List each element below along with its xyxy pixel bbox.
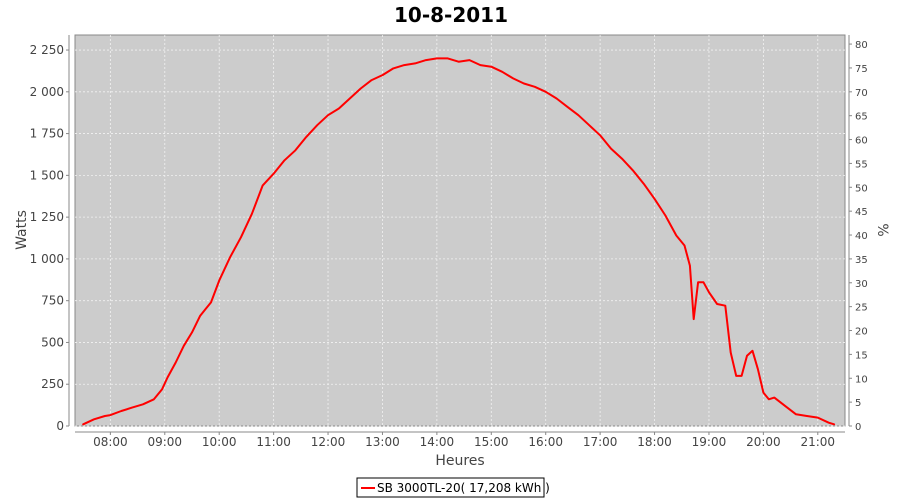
x-tick-label: 08:00 [93,435,128,449]
x-tick-label: 21:00 [800,435,835,449]
legend-box [356,477,545,498]
x-tick-label: 13:00 [365,435,400,449]
y2-tick-label: 30 [855,279,868,290]
y-tick-label: 750 [41,294,64,308]
y2-tick-label: 20 [855,327,868,338]
series-layer [82,57,836,426]
y2-tick-label: 15 [855,350,868,361]
y2-tick-label: 65 [855,112,868,123]
y2-tick-label: 70 [855,88,868,99]
y2-tick-label: 60 [855,136,868,147]
y-tick-label: 1 250 [30,210,64,224]
y2-tick-label: 40 [855,231,868,242]
x-tick-label: 19:00 [692,435,727,449]
x-tick-label: 10:00 [202,435,237,449]
y2-axis-label: % [874,223,890,236]
series-line [82,57,836,426]
axes: 08:00 09:00 10:00 11:00 12:00 13:00 14:00 15:00… [30,35,868,449]
y-tick-label: 2 250 [30,43,64,57]
y-tick-label: 1 000 [30,252,64,266]
y2-tick-label: 50 [855,183,868,194]
chart-title: 10-8-2011 [394,3,508,27]
grid-lines [75,35,845,427]
y2-tick-label: 5 [855,398,861,409]
y2-tick-label: 0 [855,422,861,433]
x-axis-label: Heures [435,453,484,469]
y2-tick-label: 25 [855,303,868,314]
plot-area [74,34,846,427]
x-tick-label: 17:00 [583,435,618,449]
y-axis-label: Watts [14,210,30,250]
y-tick-label: 1 750 [30,127,64,141]
y2-tick-label: 75 [855,64,868,75]
x-tick-label: 20:00 [746,435,781,449]
x-tick-label: 18:00 [637,435,672,449]
y2-tick-label: 45 [855,207,868,218]
x-tick-label: 16:00 [528,435,563,449]
x-tick-label: 11:00 [256,435,291,449]
y-tick-label: 2 000 [30,85,64,99]
y-tick-label: 500 [41,335,64,349]
x-tick-label: 15:00 [474,435,509,449]
x-tick-label: 12:00 [311,435,346,449]
y2-tick-label: 55 [855,159,868,170]
x-tick-label: 09:00 [147,435,182,449]
y2-tick-label: 10 [855,374,868,385]
x-tick-label: 14:00 [420,435,455,449]
legend-item: SB 3000TL-20( 17,208 kWh ) [377,481,550,495]
y-tick-label: 1 500 [30,168,64,182]
y-tick-label: 0 [56,419,64,433]
y2-tick-label: 35 [855,255,868,266]
legend: SB 3000TL-20( 17,208 kWh ) [356,477,550,498]
y2-tick-label: 80 [855,40,868,51]
y-tick-label: 250 [41,377,64,391]
